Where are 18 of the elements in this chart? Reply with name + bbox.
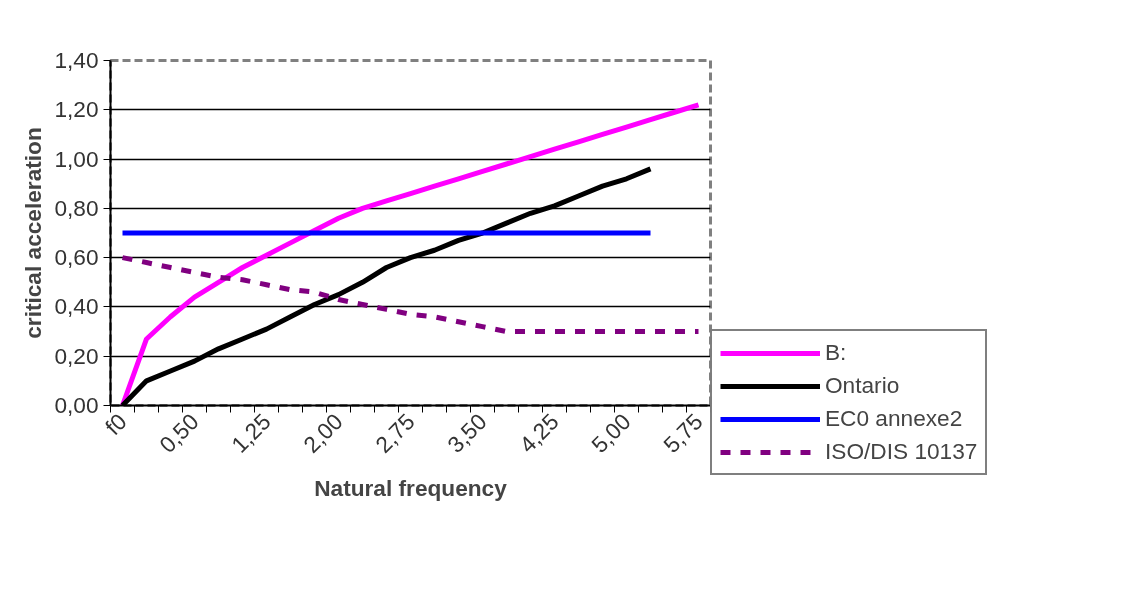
y-tick-label: 0,20 xyxy=(54,342,99,369)
x-tick-label: 5,00 xyxy=(586,408,636,458)
legend-label: Ontario xyxy=(825,372,900,399)
x-axis-title: Natural frequency xyxy=(314,475,508,502)
legend-label: ISO/DIS 10137 xyxy=(825,438,978,465)
y-tick-label: 0,60 xyxy=(54,244,99,271)
legend-label: EC0 annexe2 xyxy=(825,405,963,432)
y-tick-label: 1,20 xyxy=(54,96,99,123)
y-tick-label: 0,80 xyxy=(54,194,99,221)
x-tick-label: 0,50 xyxy=(154,408,204,458)
y-axis-title: critical acceleration xyxy=(20,127,47,339)
y-tick-label: 1,00 xyxy=(54,145,99,172)
x-tick-label: f0 xyxy=(99,408,132,441)
x-tick-label: 3,50 xyxy=(442,408,492,458)
y-tick-label: 0,40 xyxy=(54,293,99,320)
y-tick-label: 0,00 xyxy=(54,392,99,418)
legend-label: B: xyxy=(825,339,847,366)
y-tick-label: 1,40 xyxy=(54,47,99,73)
